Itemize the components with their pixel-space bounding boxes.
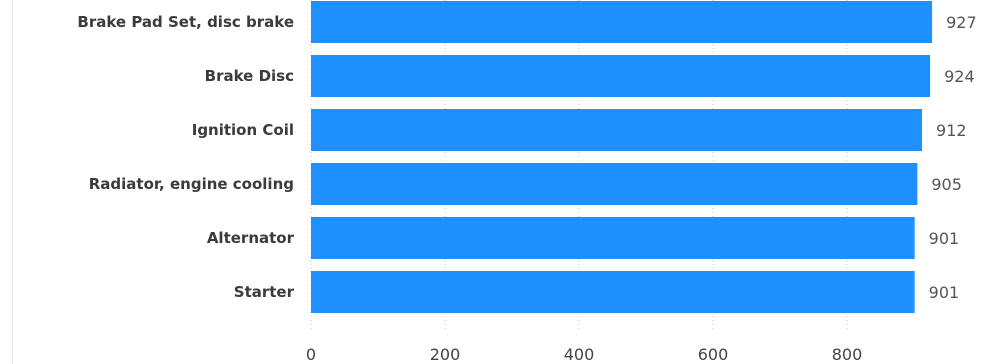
bar[interactable] — [311, 109, 923, 151]
category-label: Starter — [234, 283, 295, 301]
value-label: 924 — [944, 67, 975, 86]
x-axis-ticks: 0 200 400 600 800 — [306, 345, 862, 364]
x-tick-label: 600 — [698, 345, 729, 364]
category-label: Brake Pad Set, disc brake — [77, 13, 294, 31]
bar[interactable] — [311, 55, 931, 97]
category-label: Radiator, engine cooling — [89, 175, 294, 193]
value-label: 901 — [929, 283, 960, 302]
x-tick-label: 0 — [306, 345, 316, 364]
category-label: Alternator — [207, 229, 295, 247]
bar[interactable] — [311, 217, 915, 259]
bar[interactable] — [311, 163, 918, 205]
value-label: 905 — [931, 175, 962, 194]
value-label: 927 — [946, 13, 977, 32]
bar[interactable] — [311, 1, 933, 43]
x-tick-label: 400 — [564, 345, 595, 364]
frame-line — [12, 0, 13, 364]
category-label: Brake Disc — [205, 67, 294, 85]
value-label: 912 — [936, 121, 967, 140]
x-tick-label: 800 — [832, 345, 863, 364]
category-label: Ignition Coil — [192, 121, 294, 139]
bar[interactable] — [311, 271, 915, 313]
x-tick-label: 200 — [430, 345, 461, 364]
value-label: 901 — [929, 229, 960, 248]
bars — [311, 1, 933, 313]
labels: Brake Pad Set, disc brake 927 Brake Disc 92… — [77, 13, 976, 302]
